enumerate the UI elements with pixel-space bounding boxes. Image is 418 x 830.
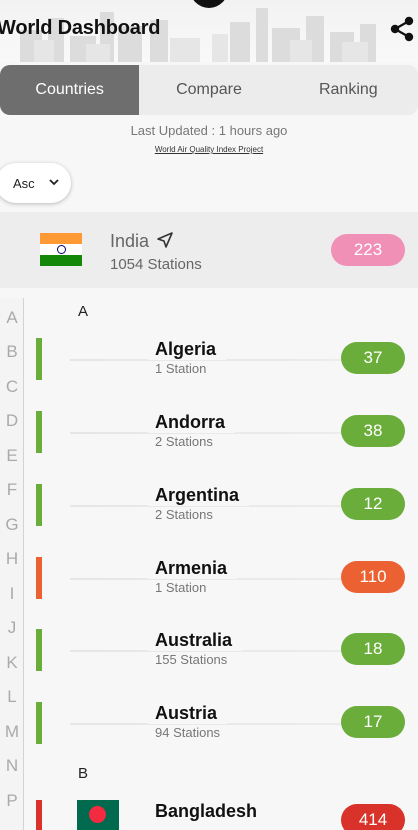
aqi-color-bar: [36, 338, 42, 380]
row-divider: [70, 505, 360, 507]
view-tabs: Countries Compare Ranking: [0, 65, 418, 115]
country-name-wrap: Argentina: [148, 484, 250, 506]
aqi-badge: 17: [341, 706, 405, 738]
country-row[interactable]: Bangladesh 414: [26, 800, 418, 830]
aqi-badge: 38: [341, 415, 405, 447]
aqi-color-bar: [36, 702, 42, 744]
index-letter-m[interactable]: M: [4, 722, 20, 741]
station-count: 1 Station: [155, 361, 207, 376]
country-name-wrap: Austria: [148, 702, 228, 724]
index-letter-b[interactable]: B: [6, 342, 18, 361]
index-letter-i[interactable]: I: [9, 584, 15, 603]
home-aqi-badge: 223: [331, 234, 405, 266]
home-country-name: India: [110, 231, 150, 251]
row-divider: [70, 359, 360, 361]
station-count: 94 Stations: [155, 725, 221, 740]
aqi-badge: 18: [341, 633, 405, 665]
index-letter-h[interactable]: H: [5, 549, 19, 568]
station-count: 2 Stations: [155, 507, 213, 522]
page-title: World Dashboard: [0, 17, 161, 39]
chevron-down-icon: [49, 179, 59, 186]
index-letter-c[interactable]: C: [5, 377, 19, 396]
country-name: Austria: [155, 703, 218, 723]
aqi-badge: 12: [341, 488, 405, 520]
index-letter-l[interactable]: L: [7, 687, 17, 706]
index-letter-e[interactable]: E: [6, 446, 18, 465]
index-letter-j[interactable]: J: [7, 618, 17, 637]
share-icon[interactable]: [388, 15, 416, 43]
sort-order-value: Asc: [13, 175, 35, 191]
tab-ranking[interactable]: Ranking: [318, 81, 378, 98]
station-count: 1 Station: [155, 580, 207, 595]
city-skyline-illustration: [20, 8, 376, 62]
country-name: Andorra: [155, 412, 226, 432]
aqi-color-bar: [36, 484, 42, 526]
home-country-card[interactable]: [0, 212, 418, 288]
aqi-badge: 110: [341, 561, 405, 593]
country-row[interactable]: Argentina 2 Stations 12: [26, 484, 418, 544]
country-name: Argentina: [155, 485, 240, 505]
aqi-badge: 37: [341, 342, 405, 374]
country-row[interactable]: Armenia 1 Station 110: [26, 557, 418, 617]
app-header: World Dashboard: [0, 0, 418, 62]
tab-countries[interactable]: Countries: [0, 65, 140, 115]
index-letter-k[interactable]: K: [6, 653, 18, 672]
row-divider: [70, 723, 360, 725]
home-country-stations: 1054 Stations: [110, 256, 202, 273]
station-count: 155 Stations: [155, 652, 228, 667]
index-letter-a[interactable]: A: [6, 308, 18, 327]
index-letter-n[interactable]: N: [5, 756, 19, 775]
country-name-wrap: Algeria: [148, 338, 227, 360]
index-letter-p[interactable]: P: [6, 791, 18, 810]
country-name: Algeria: [155, 339, 217, 359]
country-name-wrap: Andorra: [148, 411, 236, 433]
section-header-a: A: [78, 303, 89, 320]
sort-order-select[interactable]: Asc: [0, 163, 71, 203]
india-flag: [40, 233, 82, 266]
country-name-wrap: Australia: [148, 629, 243, 651]
country-row[interactable]: Algeria 1 Station 37: [26, 338, 418, 398]
bangladesh-flag: [77, 800, 119, 830]
row-divider: [70, 432, 360, 434]
aqi-color-bar: [36, 629, 42, 671]
tab-compare[interactable]: Compare: [176, 81, 242, 98]
country-row[interactable]: Andorra 2 Stations 38: [26, 411, 418, 471]
row-divider: [70, 650, 360, 652]
index-letter-g[interactable]: G: [5, 515, 19, 534]
station-count: 2 Stations: [155, 434, 213, 449]
country-row[interactable]: Austria 94 Stations 17: [26, 702, 418, 762]
index-letter-d[interactable]: D: [5, 411, 19, 430]
aqi-badge: 414: [341, 804, 405, 830]
country-name: Australia: [155, 630, 233, 650]
source-link[interactable]: World Air Quality Index Project: [154, 145, 264, 154]
camera-notch: [190, 0, 228, 8]
aqi-color-bar: [36, 557, 42, 599]
country-name: Armenia: [155, 558, 228, 578]
index-letter-f[interactable]: F: [6, 480, 18, 499]
alphabet-index: A B C D E F G H I J K L M N P: [0, 298, 24, 830]
aqi-color-bar: [36, 411, 42, 453]
row-divider: [70, 578, 360, 580]
aqi-color-bar: [36, 800, 42, 830]
country-name-wrap: Armenia: [148, 557, 238, 579]
country-name-wrap: Bangladesh: [148, 800, 268, 822]
section-header-b: B: [78, 765, 89, 782]
location-arrow-icon: [157, 232, 173, 248]
last-updated-text: Last Updated : 1 hours ago: [130, 123, 288, 138]
country-row[interactable]: Australia 155 Stations 18: [26, 629, 418, 689]
country-name: Bangladesh: [155, 801, 258, 821]
